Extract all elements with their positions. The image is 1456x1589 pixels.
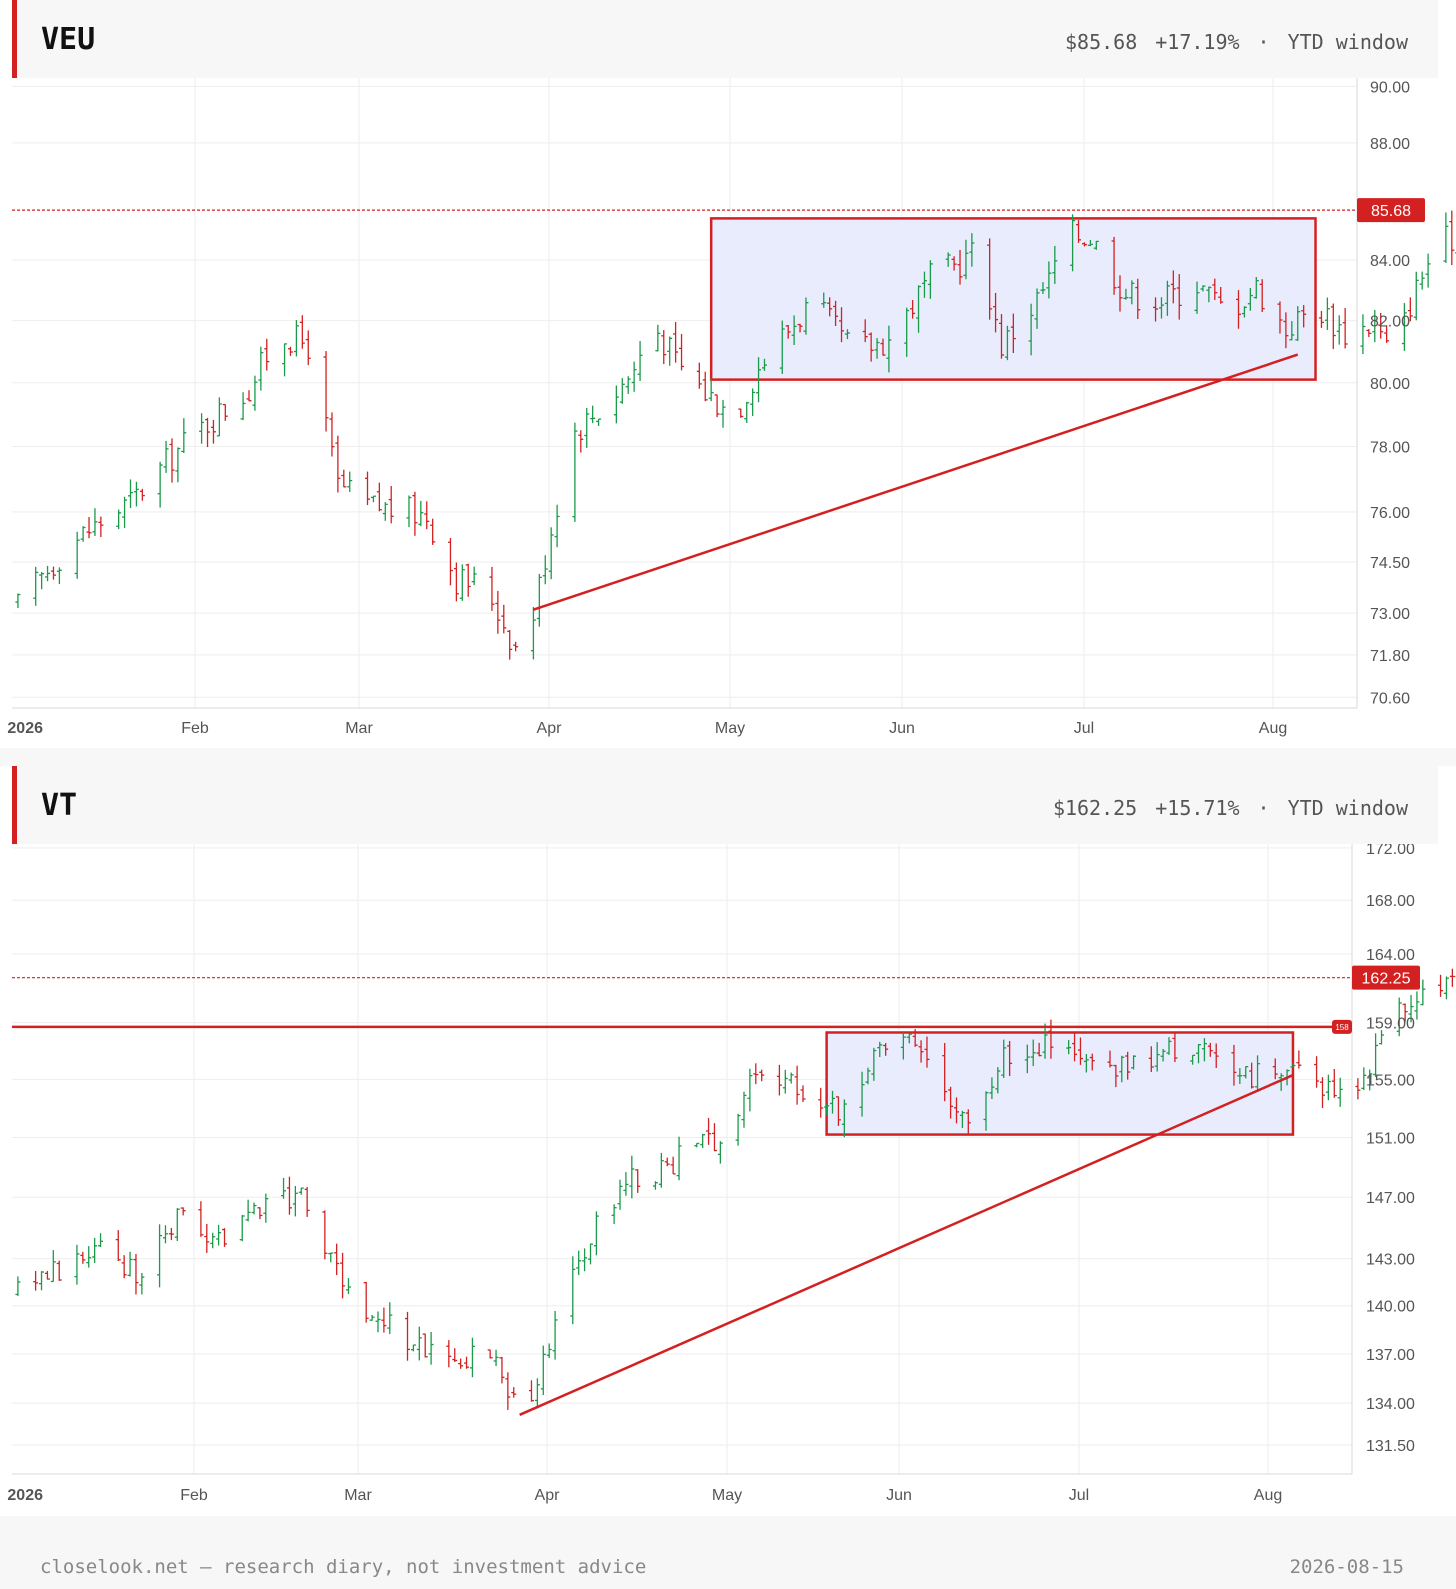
x-tick-label: Aug (1259, 720, 1287, 737)
quote-summary: $85.68 +17.19% · YTD window (1047, 30, 1408, 54)
x-tick-label: 2026 (7, 1487, 43, 1504)
x-tick-label: Jul (1069, 1487, 1089, 1504)
y-tick-label: 80.00 (1370, 376, 1410, 393)
separator-dot: · (1257, 30, 1270, 54)
last-price: $85.68 (1064, 30, 1138, 54)
x-tick-label: Jul (1074, 720, 1094, 737)
x-tick-label: Feb (180, 1487, 208, 1504)
ticker-symbol: VEU (41, 22, 96, 57)
y-tick-label: 172.00 (1366, 844, 1415, 858)
footer-disclaimer: closelook.net — research diary, not inve… (40, 1556, 647, 1578)
x-tick-label: Aug (1254, 1487, 1282, 1504)
y-tick-label: 155.00 (1366, 1072, 1415, 1089)
veu-chart[interactable]: 85.68 90.00 88.00 84.00 82.00 80.00 78.00 76.00… (0, 78, 1456, 748)
y-tick-label: 164.00 (1366, 947, 1415, 964)
y-tick-label: 84.00 (1370, 253, 1410, 270)
vt-chart[interactable]: 158 162.25 172.00 168.00 164.00 159.00 155.00 1… (0, 844, 1456, 1516)
separator-dot: · (1257, 796, 1270, 820)
y-tick-label: 76.00 (1370, 505, 1410, 522)
y-tick-label: 90.00 (1370, 79, 1410, 96)
x-tick-label: May (712, 1487, 742, 1504)
y-tick-label: 88.00 (1370, 136, 1410, 153)
ticker-symbol: VT (41, 788, 78, 823)
x-tick-label: Jun (886, 1487, 912, 1504)
x-tick-label: May (715, 720, 745, 737)
footer: closelook.net — research diary, not inve… (0, 1552, 1456, 1589)
level-tag (1332, 1019, 1352, 1034)
y-tick-label: 131.50 (1366, 1438, 1415, 1455)
y-tick-label: 74.50 (1370, 555, 1410, 572)
x-tick-label: Mar (345, 720, 373, 737)
x-tick-label: Apr (537, 720, 563, 737)
last-price-label: 85.68 (1371, 203, 1411, 220)
y-tick-label: 134.00 (1366, 1396, 1415, 1413)
y-tick-label: 143.00 (1366, 1252, 1415, 1269)
y-tick-label: 78.00 (1370, 439, 1410, 456)
x-tick-label: Mar (344, 1487, 372, 1504)
window-label: YTD window (1287, 30, 1408, 54)
last-price-label: 162.25 (1362, 971, 1411, 988)
percent-change: +17.19% (1155, 30, 1240, 54)
range-box (709, 217, 1317, 381)
veu-header: VEU $85.68 +17.19% · YTD window (12, 0, 1438, 78)
y-tick-label: 73.00 (1370, 606, 1410, 623)
y-tick-label: 140.00 (1366, 1299, 1415, 1316)
y-tick-label: 159.00 (1366, 1016, 1415, 1033)
vt-header: VT $162.25 +15.71% · YTD window (12, 766, 1438, 844)
range-box (825, 1031, 1295, 1136)
last-price: $162.25 (1052, 796, 1138, 820)
x-tick-label: Apr (535, 1487, 561, 1504)
quote-summary: $162.25 +15.71% · YTD window (1035, 796, 1408, 820)
last-price-tag (1352, 965, 1420, 990)
y-tick-label: 147.00 (1366, 1190, 1415, 1207)
percent-change: +15.71% (1155, 796, 1240, 820)
x-tick-label: Jun (889, 720, 915, 737)
footer-date: 2026-08-15 (1289, 1556, 1404, 1578)
trendline (533, 353, 1299, 611)
trendline (519, 1073, 1294, 1416)
window-label: YTD window (1287, 796, 1408, 820)
y-tick-label: 70.60 (1370, 690, 1410, 707)
y-tick-label: 137.00 (1366, 1347, 1415, 1364)
y-tick-label: 168.00 (1366, 893, 1415, 910)
x-tick-label: 2026 (7, 720, 43, 737)
y-tick-label: 71.80 (1370, 648, 1410, 665)
x-tick-label: Feb (181, 720, 209, 737)
y-tick-label: 82.00 (1370, 314, 1410, 331)
last-price-tag (1357, 198, 1425, 223)
y-tick-label: 151.00 (1366, 1131, 1415, 1148)
level-tag-label: 158 (1335, 1023, 1349, 1032)
